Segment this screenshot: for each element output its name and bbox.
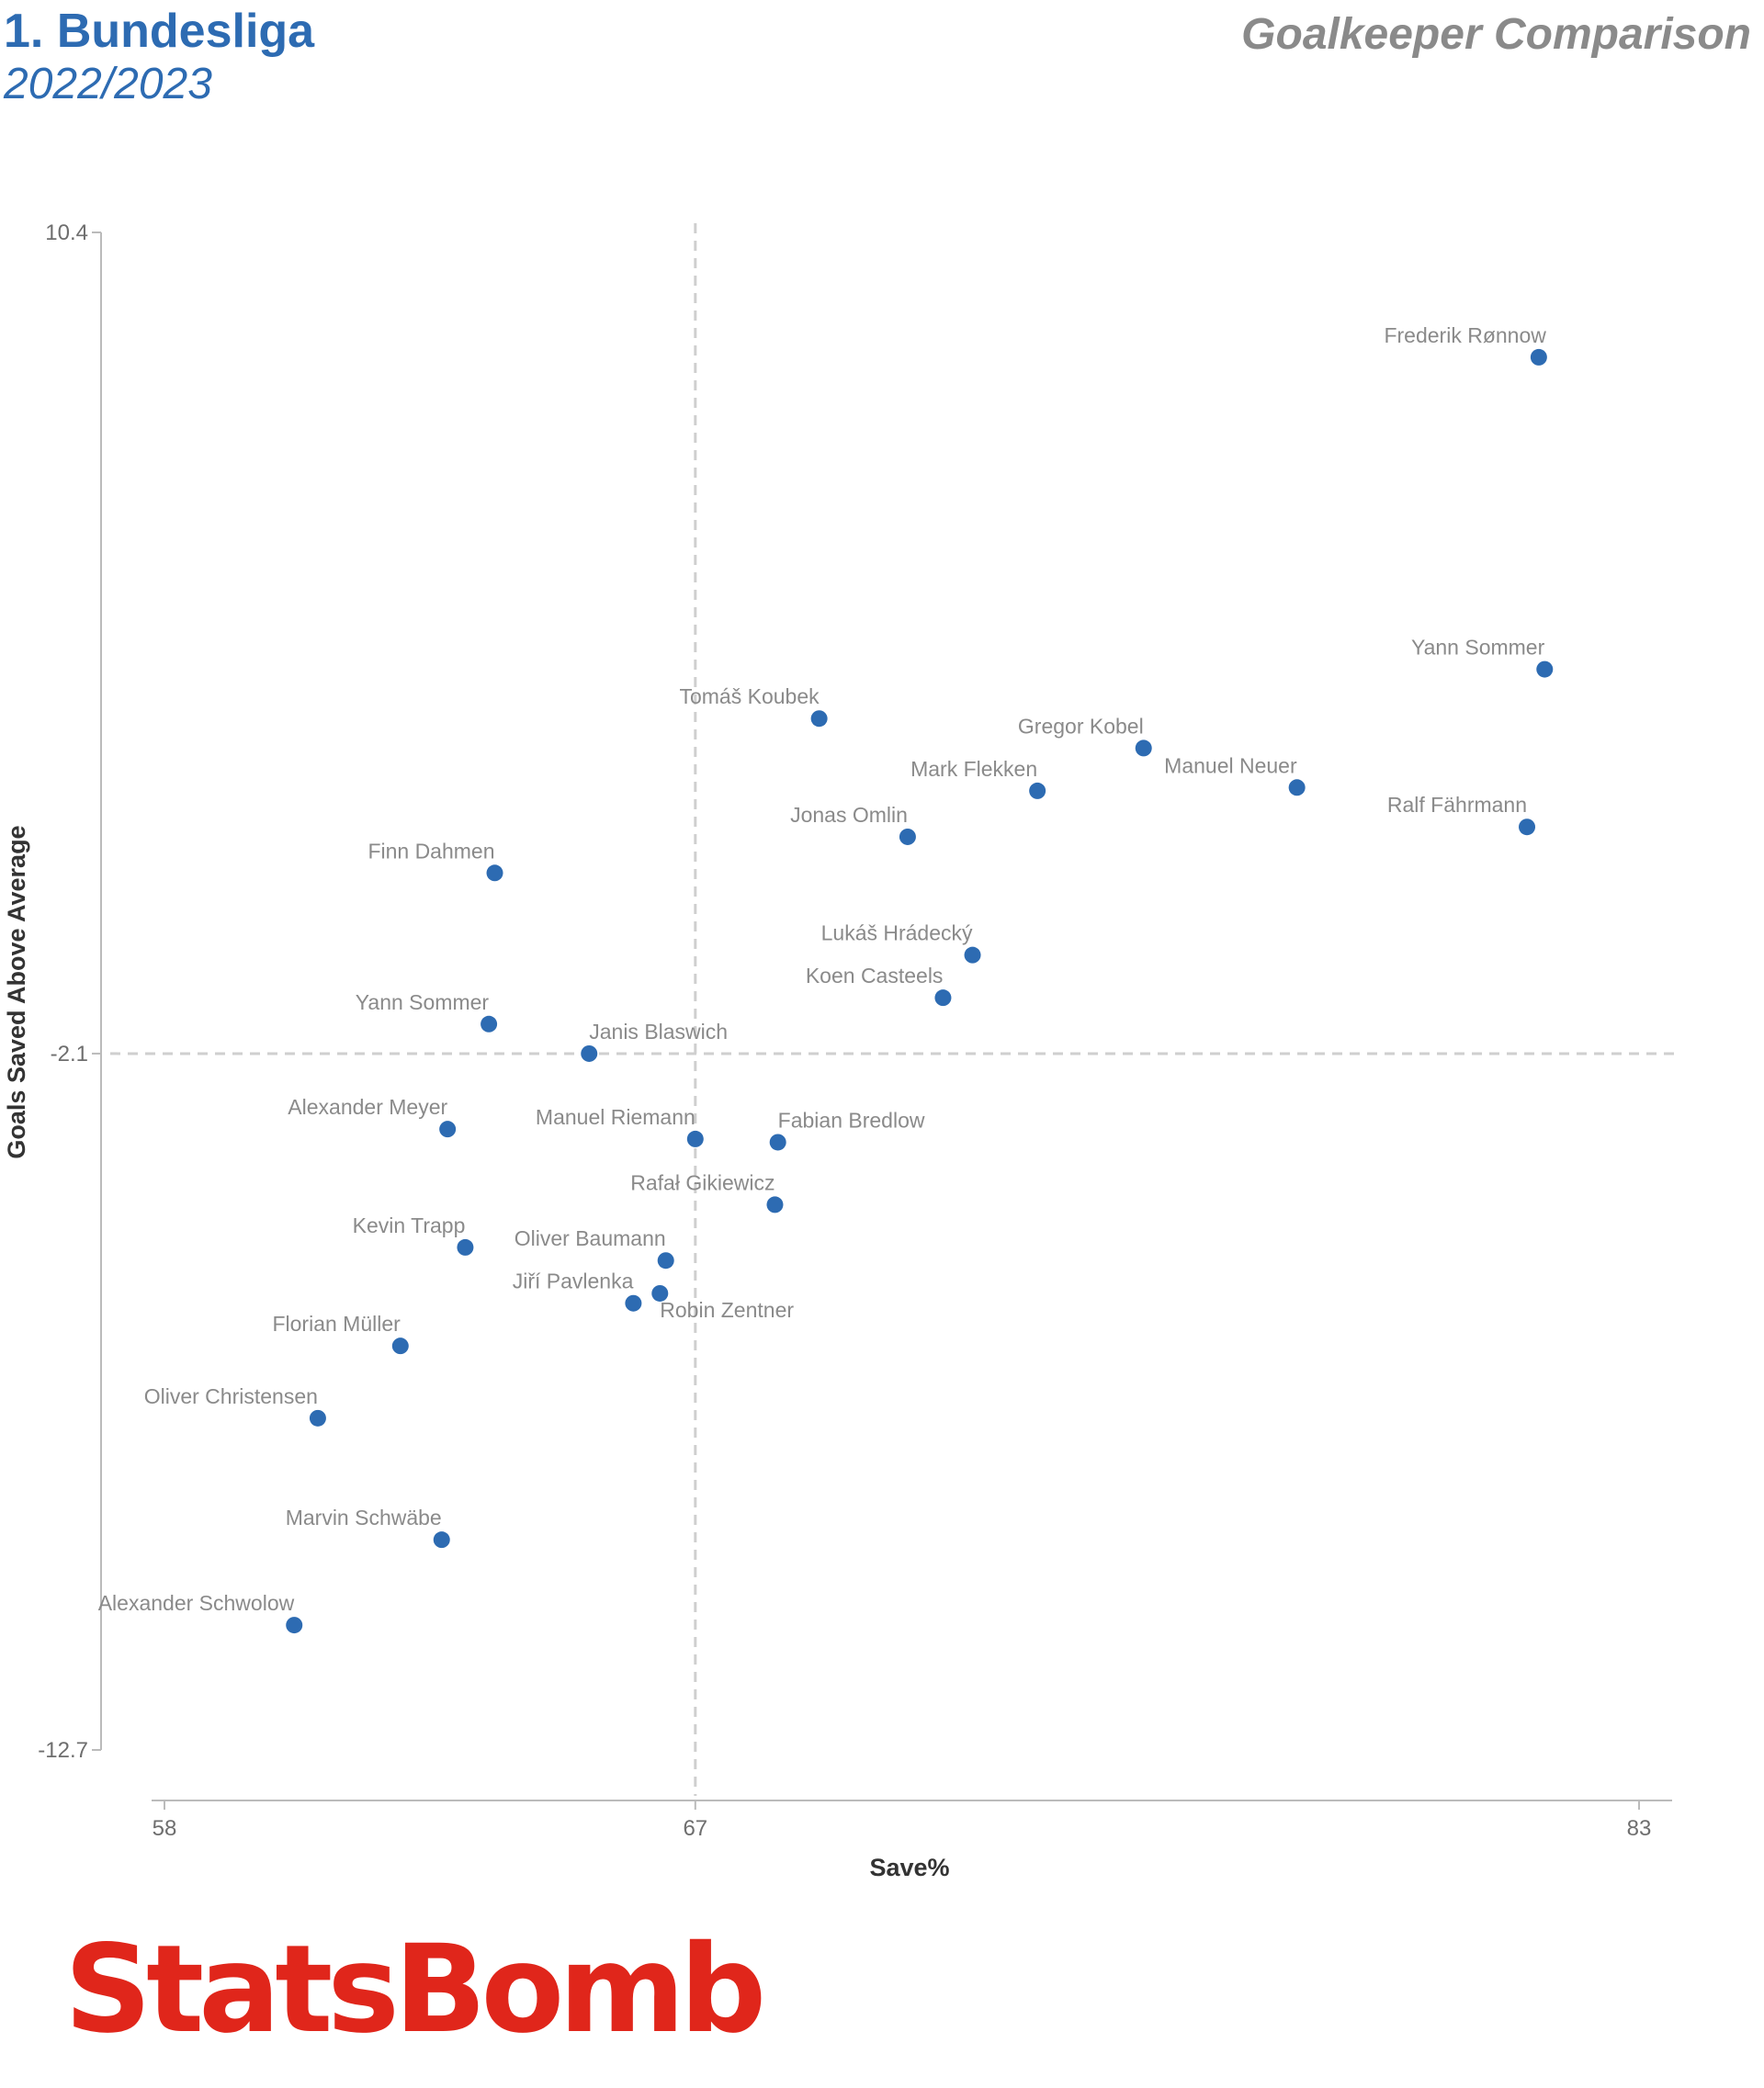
point-label: Finn Dahmen [368,839,494,863]
scatter-point[interactable] [391,1337,409,1355]
scatter-point[interactable] [964,946,981,964]
x-axis-title: Save% [869,1854,949,1881]
point-label: Tomáš Koubek [679,684,820,708]
scatter-point[interactable] [1519,818,1536,836]
point-label: Yann Sommer [356,990,490,1014]
axes [100,232,1672,1801]
scatter-point[interactable] [657,1252,674,1270]
data-points [286,348,1554,1634]
scatter-point[interactable] [486,864,503,882]
scatter-point[interactable] [1135,739,1152,757]
x-tick-label: 67 [683,1816,707,1841]
scatter-point[interactable] [1288,779,1306,796]
point-label: Lukáš Hrádecký [821,921,973,945]
comparison-title: Goalkeeper Comparison [1241,10,1751,59]
scatter-point[interactable] [810,710,828,728]
point-label: Oliver Baumann [514,1226,666,1250]
x-tick-label: 58 [153,1816,177,1841]
y-tick-label: -12.7 [38,1738,88,1763]
point-label: Gregor Kobel [1018,714,1144,738]
point-label: Marvin Schwäbe [286,1506,442,1529]
scatter-point[interactable] [1536,660,1554,678]
scatter-point[interactable] [309,1409,326,1427]
scatter-point[interactable] [625,1294,642,1312]
scatter-point[interactable] [1029,782,1046,799]
y-axis-title: Goals Saved Above Average [3,825,30,1158]
scatter-point[interactable] [481,1015,498,1033]
scatter-point[interactable] [766,1196,784,1213]
point-label: Mark Flekken [910,757,1037,781]
scatter-point[interactable] [433,1531,450,1549]
scatter-point[interactable] [769,1134,786,1151]
point-label: Jonas Omlin [790,803,908,827]
point-label: Robin Zentner [660,1298,794,1322]
scatter-point[interactable] [686,1130,704,1147]
scatter-point[interactable] [899,828,916,845]
point-labels: Frederik Rønnow Yann Sommer Tomáš Koubek Gr… [98,323,1547,1615]
statsbomb-logo: StatsBomb [64,1919,766,2060]
scatter-point[interactable] [1530,348,1547,366]
point-label: Manuel Neuer [1164,753,1297,777]
reference-lines [110,223,1681,1796]
point-label: Janis Blaswich [589,1020,728,1044]
point-label: Jiří Pavlenka [513,1270,634,1293]
point-label: Rafał Gikiewicz [630,1170,775,1194]
scatter-point[interactable] [581,1044,598,1062]
y-axis-ticks: 10.4 -2.1 -12.7 [38,220,101,1763]
point-label: Florian Müller [272,1312,401,1336]
point-label: Alexander Schwolow [98,1591,295,1615]
scatter-point[interactable] [286,1617,303,1634]
scatter-point[interactable] [439,1121,457,1138]
scatter-point[interactable] [457,1238,474,1256]
scatter-point[interactable] [651,1284,669,1302]
point-label: Oliver Christensen [144,1384,318,1408]
x-tick-label: 83 [1627,1816,1652,1841]
scatter-chart: 10.4 -2.1 -12.7 58 67 83 Frederik Rønnow Yann… [3,220,1681,1881]
point-label: Koen Casteels [806,964,944,988]
point-label: Frederik Rønnow [1384,323,1546,347]
point-label: Fabian Bredlow [778,1108,925,1132]
point-label: Manuel Riemann [536,1105,695,1129]
point-label: Alexander Meyer [288,1095,447,1119]
league-title: 1. Bundesliga [4,5,315,58]
scatter-point[interactable] [934,989,952,1007]
point-label: Ralf Fährmann [1387,793,1527,817]
x-axis-ticks: 58 67 83 [153,1800,1652,1841]
point-label: Kevin Trapp [353,1213,466,1237]
season-subtitle: 2022/2023 [4,60,212,108]
y-tick-label: -2.1 [51,1042,88,1067]
y-tick-label: 10.4 [45,220,88,245]
point-label: Yann Sommer [1411,636,1545,660]
